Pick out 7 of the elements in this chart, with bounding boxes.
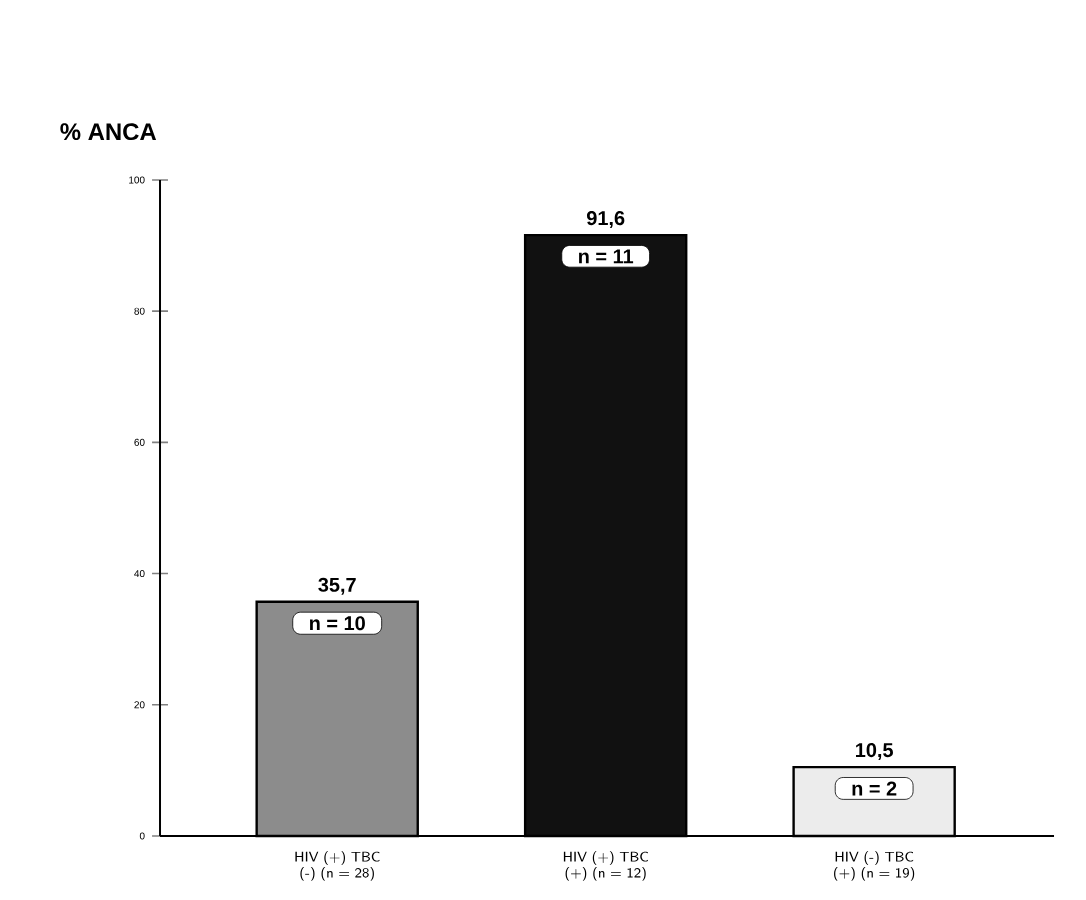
- y-axis-title: % ANCA: [60, 123, 157, 141]
- annotation: n = 11: [579, 249, 634, 264]
- annotation: n = 2: [852, 781, 897, 796]
- data-label: 35,7: [318, 577, 356, 595]
- data-label: 10,5: [856, 743, 893, 761]
- annotation: n = 10: [310, 616, 365, 631]
- data-label: 91,6: [586, 211, 625, 229]
